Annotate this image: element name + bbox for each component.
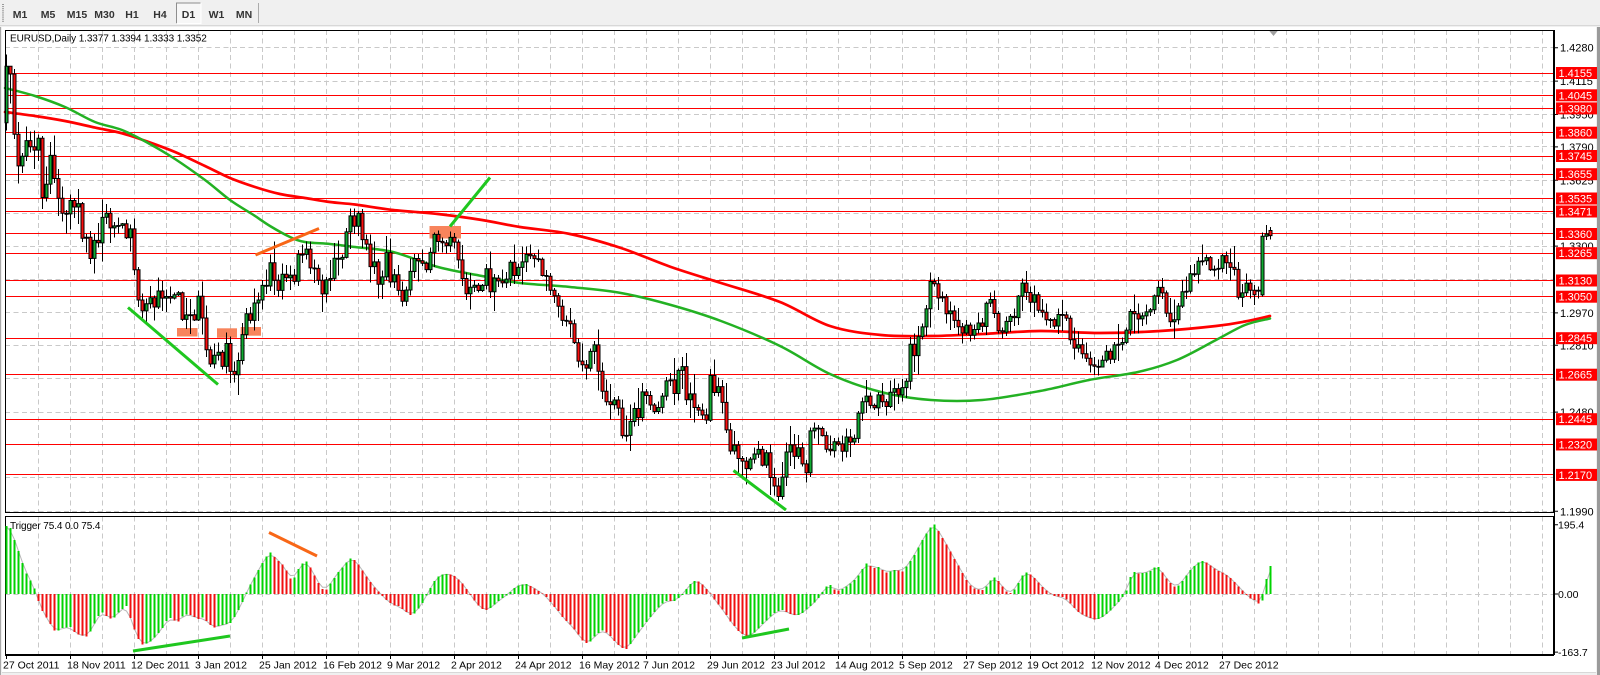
svg-text:195.4: 195.4 (1558, 520, 1584, 532)
svg-text:29 Jun 2012: 29 Jun 2012 (707, 660, 765, 672)
svg-text:M1: M1 (13, 9, 28, 21)
svg-text:27 Sep 2012: 27 Sep 2012 (963, 660, 1023, 672)
svg-text:16 Feb 2012: 16 Feb 2012 (323, 660, 382, 672)
svg-text:1.4045: 1.4045 (1559, 90, 1593, 102)
svg-text:1.4115: 1.4115 (1560, 76, 1593, 88)
svg-text:23 Jul 2012: 23 Jul 2012 (771, 660, 825, 672)
svg-text:1.3471: 1.3471 (1559, 207, 1593, 219)
svg-text:0.00: 0.00 (1558, 589, 1579, 601)
svg-text:1.2665: 1.2665 (1559, 370, 1593, 382)
svg-text:Trigger 75.4 0.0 75.4: Trigger 75.4 0.0 75.4 (10, 521, 101, 532)
svg-text:14 Aug 2012: 14 Aug 2012 (835, 660, 894, 672)
svg-text:W1: W1 (209, 9, 225, 21)
svg-text:27 Oct 2011: 27 Oct 2011 (3, 660, 60, 672)
svg-text:2 Apr 2012: 2 Apr 2012 (451, 660, 502, 672)
svg-text:1.1990: 1.1990 (1560, 506, 1594, 518)
svg-text:M5: M5 (41, 9, 56, 21)
svg-text:19 Oct 2012: 19 Oct 2012 (1027, 660, 1084, 672)
svg-text:-163.7: -163.7 (1558, 647, 1588, 659)
svg-text:16 May 2012: 16 May 2012 (579, 660, 640, 672)
svg-text:7 Jun 2012: 7 Jun 2012 (643, 660, 695, 672)
svg-text:1.3980: 1.3980 (1559, 103, 1593, 115)
svg-text:1.3860: 1.3860 (1559, 128, 1593, 140)
svg-text:3 Jan 2012: 3 Jan 2012 (195, 660, 247, 672)
svg-text:H1: H1 (125, 9, 139, 21)
svg-text:1.3655: 1.3655 (1559, 169, 1593, 181)
svg-text:12 Dec 2011: 12 Dec 2011 (131, 660, 190, 672)
svg-text:1.3360: 1.3360 (1559, 229, 1593, 241)
svg-text:1.4280: 1.4280 (1560, 43, 1594, 55)
svg-text:12 Nov 2012: 12 Nov 2012 (1091, 660, 1151, 672)
svg-text:D1: D1 (182, 9, 196, 21)
svg-text:M15: M15 (67, 9, 88, 21)
svg-text:1.2170: 1.2170 (1559, 470, 1593, 482)
svg-text:1.4155: 1.4155 (1559, 68, 1593, 80)
svg-text:24 Apr 2012: 24 Apr 2012 (515, 660, 572, 672)
svg-text:1.3745: 1.3745 (1559, 151, 1593, 163)
svg-text:9 Mar 2012: 9 Mar 2012 (387, 660, 440, 672)
svg-text:M30: M30 (94, 9, 115, 21)
svg-text:1.3130: 1.3130 (1559, 276, 1593, 288)
svg-text:1.3050: 1.3050 (1559, 292, 1593, 304)
svg-text:27 Dec 2012: 27 Dec 2012 (1219, 660, 1279, 672)
svg-text:1.3265: 1.3265 (1559, 248, 1593, 260)
svg-text:25 Jan 2012: 25 Jan 2012 (259, 660, 317, 672)
svg-text:H4: H4 (153, 9, 167, 21)
svg-text:MN: MN (236, 9, 252, 21)
svg-text:1.2320: 1.2320 (1559, 440, 1593, 452)
svg-text:5 Sep 2012: 5 Sep 2012 (899, 660, 953, 672)
svg-text:4 Dec 2012: 4 Dec 2012 (1155, 660, 1209, 672)
svg-text:1.2845: 1.2845 (1559, 333, 1593, 345)
svg-text:1.2970: 1.2970 (1560, 308, 1594, 320)
svg-text:18 Nov 2011: 18 Nov 2011 (67, 660, 126, 672)
svg-text:1.3535: 1.3535 (1559, 194, 1593, 206)
svg-text:1.2445: 1.2445 (1559, 414, 1593, 426)
svg-text:EURUSD,Daily 1.3377 1.3394 1.: EURUSD,Daily 1.3377 1.3394 1.3333 1.3352 (10, 34, 207, 45)
